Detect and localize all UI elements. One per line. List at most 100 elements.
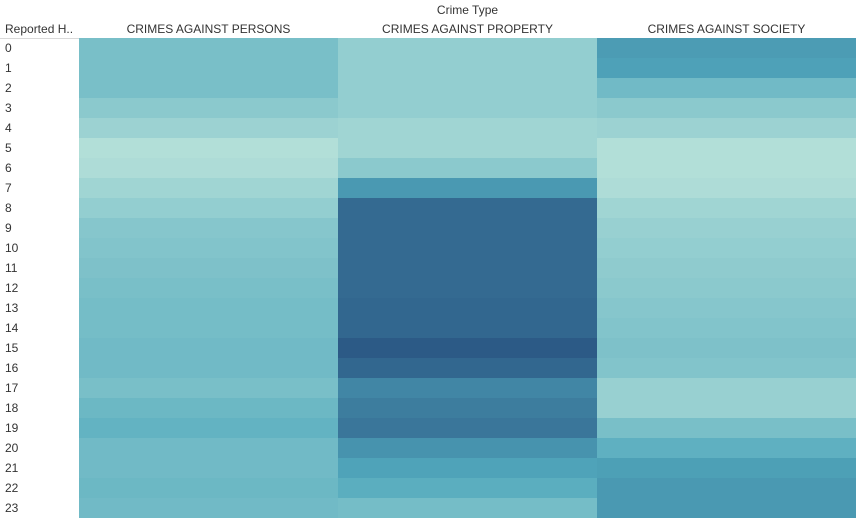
heatmap-cell-crimes-against-persons-hour-10[interactable] bbox=[79, 238, 338, 258]
heatmap-cell-crimes-against-persons-hour-17[interactable] bbox=[79, 378, 338, 398]
heatmap-cell-crimes-against-society-hour-0[interactable] bbox=[597, 38, 856, 58]
row-header-reported-hour[interactable]: Reported H.. bbox=[5, 22, 74, 36]
row-label-hour-10: 10 bbox=[5, 241, 19, 255]
heatmap-cell-crimes-against-society-hour-15[interactable] bbox=[597, 338, 856, 358]
heatmap-cell-crimes-against-property-hour-22[interactable] bbox=[338, 478, 597, 498]
row-label-hour-21: 21 bbox=[5, 461, 19, 475]
row-label-hour-11: 11 bbox=[5, 261, 18, 275]
heatmap-cell-crimes-against-society-hour-4[interactable] bbox=[597, 118, 856, 138]
heatmap-cell-crimes-against-persons-hour-23[interactable] bbox=[79, 498, 338, 518]
heatmap-cell-crimes-against-property-hour-13[interactable] bbox=[338, 298, 597, 318]
heatmap-cell-crimes-against-society-hour-6[interactable] bbox=[597, 158, 856, 178]
row-label-hour-3: 3 bbox=[5, 101, 12, 115]
heatmap-cell-crimes-against-property-hour-14[interactable] bbox=[338, 318, 597, 338]
heatmap-cell-crimes-against-persons-hour-20[interactable] bbox=[79, 438, 338, 458]
heatmap-cell-crimes-against-society-hour-11[interactable] bbox=[597, 258, 856, 278]
row-label-hour-9: 9 bbox=[5, 221, 12, 235]
heatmap-cell-crimes-against-property-hour-6[interactable] bbox=[338, 158, 597, 178]
chart-title: Crime Type bbox=[436, 3, 499, 17]
heatmap-cell-crimes-against-persons-hour-21[interactable] bbox=[79, 458, 338, 478]
column-header-society[interactable]: CRIMES AGAINST SOCIETY bbox=[647, 22, 806, 36]
heatmap-cell-crimes-against-property-hour-23[interactable] bbox=[338, 498, 597, 518]
heatmap-cell-crimes-against-society-hour-3[interactable] bbox=[597, 98, 856, 118]
row-label-hour-22: 22 bbox=[5, 481, 19, 495]
heatmap-cell-crimes-against-persons-hour-18[interactable] bbox=[79, 398, 338, 418]
row-label-hour-15: 15 bbox=[5, 341, 19, 355]
heatmap-cell-crimes-against-society-hour-10[interactable] bbox=[597, 238, 856, 258]
row-label-hour-1: 1 bbox=[5, 61, 12, 75]
heatmap-cell-crimes-against-society-hour-14[interactable] bbox=[597, 318, 856, 338]
row-label-hour-2: 2 bbox=[5, 81, 12, 95]
heatmap-cell-crimes-against-property-hour-2[interactable] bbox=[338, 78, 597, 98]
heatmap-cell-crimes-against-society-hour-12[interactable] bbox=[597, 278, 856, 298]
heatmap-cell-crimes-against-property-hour-11[interactable] bbox=[338, 258, 597, 278]
heatmap-cell-crimes-against-property-hour-7[interactable] bbox=[338, 178, 597, 198]
heatmap-cell-crimes-against-property-hour-3[interactable] bbox=[338, 98, 597, 118]
heatmap-cell-crimes-against-persons-hour-8[interactable] bbox=[79, 198, 338, 218]
heatmap-cell-crimes-against-persons-hour-14[interactable] bbox=[79, 318, 338, 338]
heatmap-cell-crimes-against-property-hour-10[interactable] bbox=[338, 238, 597, 258]
heatmap-cell-crimes-against-society-hour-7[interactable] bbox=[597, 178, 856, 198]
heatmap-cell-crimes-against-society-hour-5[interactable] bbox=[597, 138, 856, 158]
heatmap-cell-crimes-against-property-hour-9[interactable] bbox=[338, 218, 597, 238]
heatmap-cell-crimes-against-persons-hour-1[interactable] bbox=[79, 58, 338, 78]
row-label-hour-13: 13 bbox=[5, 301, 19, 315]
row-label-hour-23: 23 bbox=[5, 501, 19, 515]
heatmap-cell-crimes-against-property-hour-12[interactable] bbox=[338, 278, 597, 298]
heatmap-cell-crimes-against-society-hour-21[interactable] bbox=[597, 458, 856, 478]
heatmap-cell-crimes-against-persons-hour-9[interactable] bbox=[79, 218, 338, 238]
heatmap-cell-crimes-against-persons-hour-5[interactable] bbox=[79, 138, 338, 158]
heatmap-cell-crimes-against-persons-hour-19[interactable] bbox=[79, 418, 338, 438]
heatmap-cell-crimes-against-persons-hour-15[interactable] bbox=[79, 338, 338, 358]
heatmap-cell-crimes-against-society-hour-22[interactable] bbox=[597, 478, 856, 498]
heatmap-cell-crimes-against-property-hour-4[interactable] bbox=[338, 118, 597, 138]
heatmap-cell-crimes-against-property-hour-21[interactable] bbox=[338, 458, 597, 478]
row-label-hour-19: 19 bbox=[5, 421, 19, 435]
row-label-hour-18: 18 bbox=[5, 401, 19, 415]
heatmap-cell-crimes-against-property-hour-15[interactable] bbox=[338, 338, 597, 358]
heatmap-cell-crimes-against-society-hour-17[interactable] bbox=[597, 378, 856, 398]
heatmap-cell-crimes-against-property-hour-16[interactable] bbox=[338, 358, 597, 378]
heatmap-cell-crimes-against-society-hour-16[interactable] bbox=[597, 358, 856, 378]
heatmap-cell-crimes-against-society-hour-1[interactable] bbox=[597, 58, 856, 78]
heatmap-cell-crimes-against-property-hour-17[interactable] bbox=[338, 378, 597, 398]
column-header-persons[interactable]: CRIMES AGAINST PERSONS bbox=[126, 22, 291, 36]
heatmap-cell-crimes-against-property-hour-19[interactable] bbox=[338, 418, 597, 438]
heatmap-cell-crimes-against-persons-hour-13[interactable] bbox=[79, 298, 338, 318]
row-label-hour-12: 12 bbox=[5, 281, 19, 295]
heatmap-cell-crimes-against-property-hour-20[interactable] bbox=[338, 438, 597, 458]
row-label-hour-5: 5 bbox=[5, 141, 12, 155]
heatmap-cell-crimes-against-persons-hour-11[interactable] bbox=[79, 258, 338, 278]
column-header-property[interactable]: CRIMES AGAINST PROPERTY bbox=[382, 22, 553, 36]
heatmap-cell-crimes-against-persons-hour-3[interactable] bbox=[79, 98, 338, 118]
heatmap-cell-crimes-against-persons-hour-12[interactable] bbox=[79, 278, 338, 298]
row-label-hour-4: 4 bbox=[5, 121, 12, 135]
heatmap-cell-crimes-against-persons-hour-16[interactable] bbox=[79, 358, 338, 378]
heatmap-cell-crimes-against-society-hour-19[interactable] bbox=[597, 418, 856, 438]
heatmap-cell-crimes-against-property-hour-18[interactable] bbox=[338, 398, 597, 418]
row-label-hour-16: 16 bbox=[5, 361, 19, 375]
heatmap-cell-crimes-against-property-hour-0[interactable] bbox=[338, 38, 597, 58]
heatmap-cell-crimes-against-property-hour-8[interactable] bbox=[338, 198, 597, 218]
row-label-hour-14: 14 bbox=[5, 321, 19, 335]
row-label-hour-17: 17 bbox=[5, 381, 19, 395]
heatmap-cell-crimes-against-persons-hour-2[interactable] bbox=[79, 78, 338, 98]
heatmap-cell-crimes-against-persons-hour-4[interactable] bbox=[79, 118, 338, 138]
row-label-hour-0: 0 bbox=[5, 41, 12, 55]
heatmap-cell-crimes-against-property-hour-1[interactable] bbox=[338, 58, 597, 78]
heatmap-cell-crimes-against-society-hour-20[interactable] bbox=[597, 438, 856, 458]
heatmap-cell-crimes-against-society-hour-8[interactable] bbox=[597, 198, 856, 218]
heatmap-cell-crimes-against-persons-hour-6[interactable] bbox=[79, 158, 338, 178]
heatmap-cell-crimes-against-persons-hour-7[interactable] bbox=[79, 178, 338, 198]
heatmap-cell-crimes-against-property-hour-5[interactable] bbox=[338, 138, 597, 158]
heatmap-cell-crimes-against-persons-hour-0[interactable] bbox=[79, 38, 338, 58]
row-label-hour-20: 20 bbox=[5, 441, 19, 455]
heatmap-cell-crimes-against-society-hour-9[interactable] bbox=[597, 218, 856, 238]
heatmap-cell-crimes-against-society-hour-18[interactable] bbox=[597, 398, 856, 418]
heatmap-cell-crimes-against-society-hour-23[interactable] bbox=[597, 498, 856, 518]
heatmap-cell-crimes-against-society-hour-13[interactable] bbox=[597, 298, 856, 318]
heatmap-cell-crimes-against-persons-hour-22[interactable] bbox=[79, 478, 338, 498]
heatmap-cell-crimes-against-society-hour-2[interactable] bbox=[597, 78, 856, 98]
row-label-hour-8: 8 bbox=[5, 201, 12, 215]
